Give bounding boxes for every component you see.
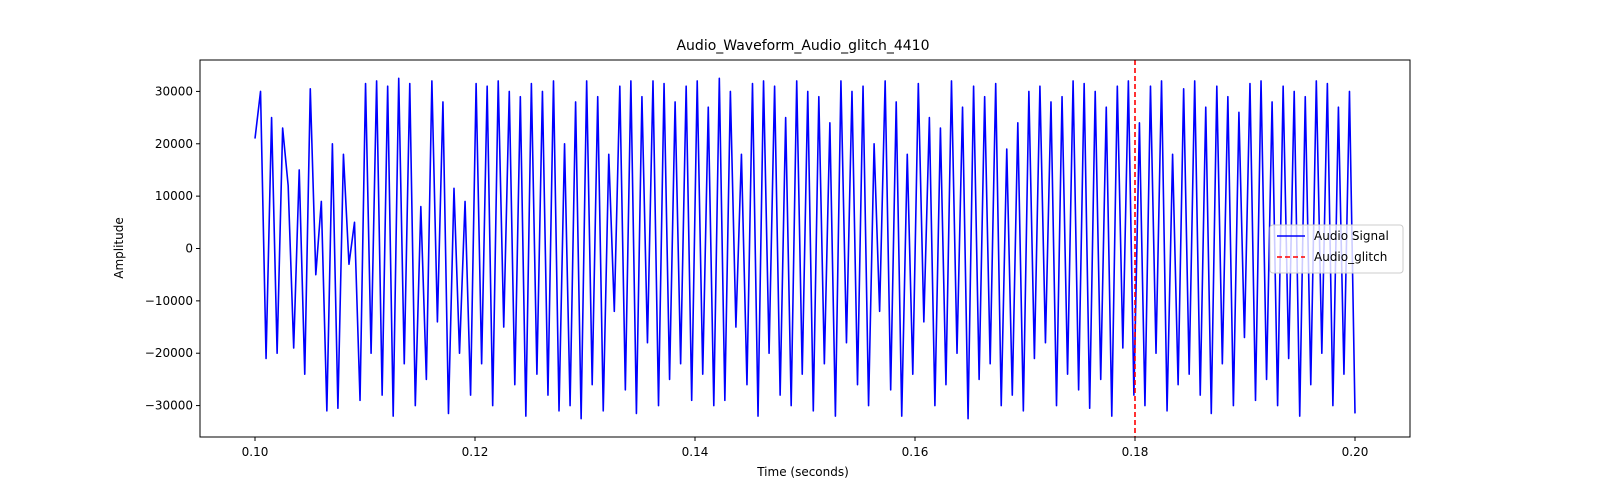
y-axis-ticks: −30000 −20000 −10000 0 10000 20000 30000 [145, 84, 200, 413]
x-tick-label: 0.20 [1342, 445, 1369, 459]
legend-box [1269, 224, 1404, 274]
y-axis-label: Amplitude [112, 217, 126, 279]
x-tick-label: 0.14 [682, 445, 709, 459]
y-tick-label: −20000 [145, 346, 193, 360]
chart-title: Audio_Waveform_Audio_glitch_4410 [676, 38, 929, 54]
x-tick-label: 0.10 [242, 445, 269, 459]
legend: Audio Signal Audio_glitch [1269, 224, 1404, 274]
x-tick-label: 0.12 [462, 445, 489, 459]
x-tick-label: 0.16 [902, 445, 929, 459]
x-axis-label: Time (seconds) [756, 465, 849, 479]
y-tick-label: 20000 [155, 137, 193, 151]
x-axis-ticks: 0.10 0.12 0.14 0.16 0.18 0.20 [242, 437, 1369, 459]
plot-area [254, 60, 1356, 437]
legend-label-audio-glitch: Audio_glitch [1314, 250, 1387, 264]
y-tick-label: 10000 [155, 189, 193, 203]
y-tick-label: −30000 [145, 399, 193, 413]
legend-label-audio-signal: Audio Signal [1314, 229, 1389, 243]
x-tick-label: 0.18 [1122, 445, 1149, 459]
series-line-audio-signal [254, 77, 1356, 420]
y-tick-label: 0 [185, 242, 193, 256]
y-tick-label: −10000 [145, 294, 193, 308]
y-tick-label: 30000 [155, 84, 193, 98]
